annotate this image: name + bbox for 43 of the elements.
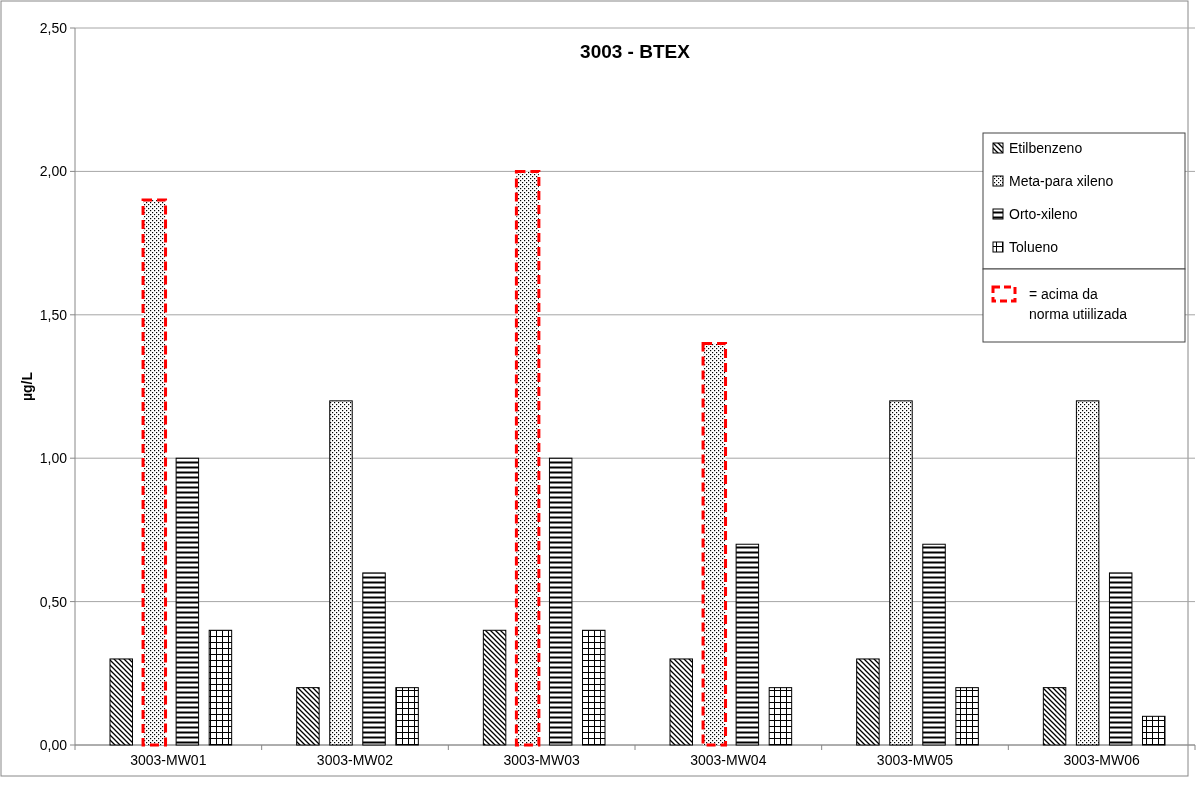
bar <box>735 543 760 746</box>
text: 3003 - BTEX <box>580 41 691 62</box>
bar <box>856 658 880 746</box>
y-tick-label: 2,50 <box>39 19 68 36</box>
legend-label: Meta-para xileno <box>1009 172 1114 189</box>
y-tick-label: 2,00 <box>39 163 68 180</box>
bar <box>1075 400 1100 746</box>
y-tick-label: 0,00 <box>39 736 68 753</box>
bar <box>329 400 353 746</box>
bar <box>701 341 728 747</box>
legend-label: Orto-xileno <box>1009 205 1078 222</box>
y-tick-label: 1,50 <box>39 306 68 323</box>
bar <box>548 457 573 746</box>
legend-label: Etilbenzeno <box>1009 139 1083 156</box>
bar <box>362 572 386 746</box>
annotation: = acima da norma utiilizada <box>1029 286 1128 322</box>
bar <box>955 687 979 746</box>
bar <box>922 543 946 746</box>
x-tick-label: 3003-MW02 <box>316 752 394 768</box>
y-tick-label: 1,00 <box>39 450 68 467</box>
bar <box>669 658 693 746</box>
x-tick-label: 3003-MW01 <box>130 752 207 768</box>
y-tick-label: 0,50 <box>39 593 68 610</box>
bar <box>768 687 793 746</box>
x-tick-label: 3003-MW05 <box>876 752 954 768</box>
x-tick-label: 3003-MW06 <box>1063 752 1140 768</box>
bar <box>482 629 507 746</box>
bar <box>514 169 541 747</box>
bar <box>1042 687 1067 746</box>
bar <box>1108 572 1133 746</box>
bar <box>141 198 168 747</box>
bar <box>208 629 233 746</box>
legend-label: Tolueno <box>1009 238 1059 255</box>
x-tick-label: 3003-MW03 <box>503 752 580 768</box>
x-tick-label: 3003-MW04 <box>690 752 767 768</box>
bar <box>175 457 200 746</box>
y-axis-title: µg/L <box>19 371 35 402</box>
bar <box>889 400 913 746</box>
bar <box>1142 715 1166 746</box>
bar <box>395 687 419 746</box>
bar <box>296 687 320 746</box>
bar <box>109 658 133 746</box>
bar <box>582 629 606 746</box>
